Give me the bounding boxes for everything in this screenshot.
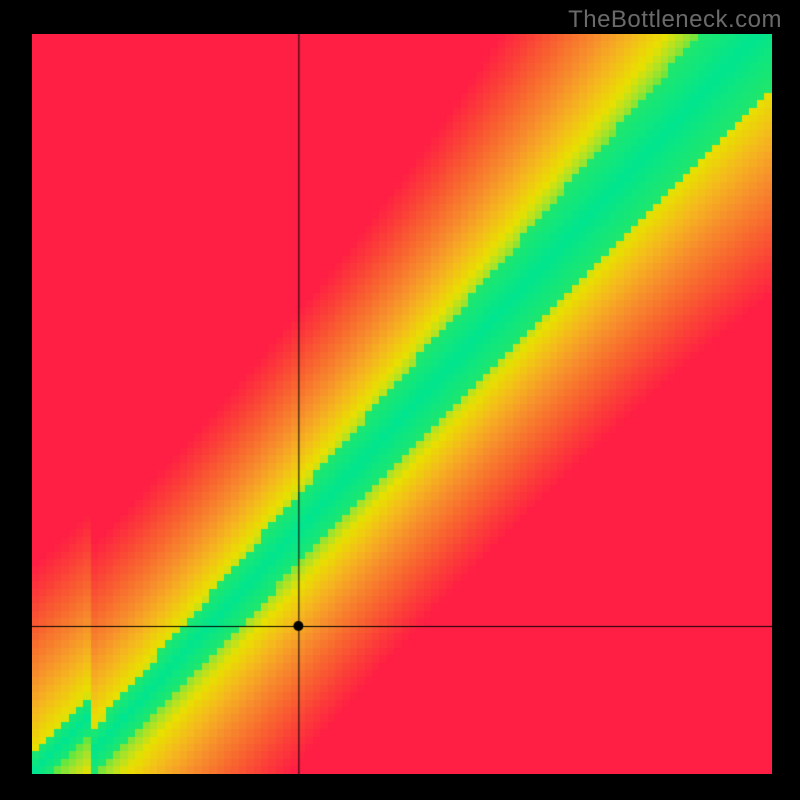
plot-area (32, 34, 772, 774)
watermark-text: TheBottleneck.com (568, 6, 782, 34)
bottleneck-heatmap (32, 34, 772, 774)
